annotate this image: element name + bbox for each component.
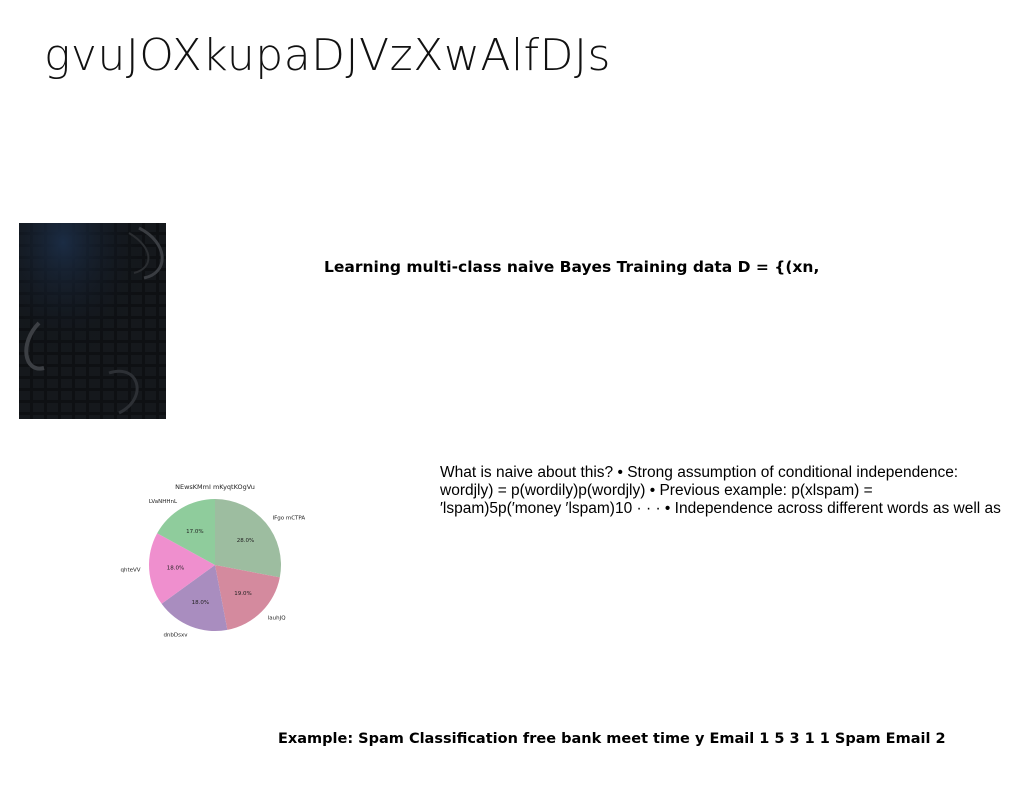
pie-slice: [161, 565, 228, 631]
slice-percent-label: 18.0%: [192, 600, 209, 606]
paragraph-line: What is naive about this? • Strong assum…: [440, 464, 959, 481]
pie-slice: [149, 533, 215, 604]
footer-text: Example: Spam Classification free bank m…: [278, 731, 946, 747]
paragraph-line: wordjly) = p(wordily)p(wordjly) • Previo…: [440, 482, 873, 499]
slice-category-label: lauhJQ: [268, 616, 286, 622]
slice-percent-label: 18.0%: [167, 565, 184, 571]
chart-title: NEwsKMmI mKyqtKOgVu: [175, 483, 255, 491]
slice-percent-label: 17.0%: [186, 529, 203, 535]
decorative-photo: [19, 223, 166, 419]
slice-category-label: qhteVV: [121, 568, 141, 574]
paragraph-line: ′lspam)5p(′money ′lspam)10 · · · • Indep…: [440, 500, 1001, 517]
pie-slice: [215, 565, 280, 630]
pie-slice: [215, 499, 281, 578]
pie-slice: [157, 499, 215, 565]
slice-percent-label: 19.0%: [234, 591, 251, 597]
body-paragraph: What is naive about this? • Strong assum…: [440, 464, 1024, 518]
slice-category-label: IFgo mCTPA: [272, 515, 305, 521]
slice-category-label: dnbDsxv: [163, 632, 188, 638]
slice-percent-label: 28.0%: [237, 538, 254, 544]
slice-category-label: LVaNHHnL: [149, 499, 178, 505]
pie-chart: NEwsKMmI mKyqtKOgVu 28.0% IFgo mCTPA 19.0%…: [121, 483, 306, 638]
slide-title: gvuJOXkupaDJVzXwAlfDJs: [44, 30, 611, 81]
slide-heading: Learning multi-class naive Bayes Trainin…: [324, 258, 820, 276]
